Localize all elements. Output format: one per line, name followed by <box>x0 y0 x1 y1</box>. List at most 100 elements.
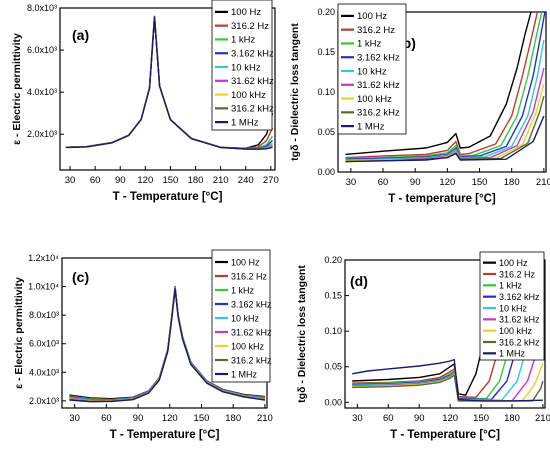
legend-label: 316.2 Hz <box>231 271 268 281</box>
legend-label: 316.2 Hz <box>357 25 395 36</box>
legend-label: 31.62 kHz <box>499 315 540 325</box>
x-tick-label: 60 <box>378 177 389 188</box>
y-tick-label: 0.00 <box>317 167 335 177</box>
x-axis-title: T - Temperature [°C] <box>110 429 220 441</box>
legend-label: 10 kHz <box>231 313 260 323</box>
x-tick-label: 180 <box>504 413 520 424</box>
legend-label: 10 kHz <box>231 62 261 73</box>
legend-label: 100 Hz <box>357 11 387 22</box>
x-tick-label: 30 <box>352 413 363 424</box>
series-line <box>345 115 545 163</box>
x-tick-label: 210 <box>535 413 550 424</box>
series-line <box>352 358 543 402</box>
x-tick-label: 270 <box>263 175 279 186</box>
panel-a: 30 60 90 120 150 180 210 240 270 2.0x10³ 4.0x10³ 6.… <box>11 0 279 203</box>
y-tick-label: 4.0x10³ <box>27 87 57 97</box>
x-tick-label: 120 <box>442 413 458 424</box>
legend-label: 316.2 kHz <box>499 337 540 347</box>
x-tick-label: 30 <box>346 177 357 188</box>
x-tick-label: 90 <box>414 413 425 424</box>
x-tick-label: 120 <box>439 177 455 188</box>
x-tick-label: 210 <box>536 177 550 188</box>
y-tick-label: 0.00 <box>324 397 342 407</box>
legend-label: 1 kHz <box>499 281 523 291</box>
legend-label: 316.2 kHz <box>231 355 272 365</box>
legend-label: 31.62 kHz <box>357 80 400 91</box>
legend-label: 3.162 kHz <box>357 53 400 64</box>
x-tick-label: 30 <box>69 413 80 424</box>
y-tick-label: 0.20 <box>317 7 335 17</box>
legend-label: 100 kHz <box>357 94 392 105</box>
y-tick-label: 0.20 <box>324 255 342 265</box>
x-tick-label: 210 <box>257 413 273 424</box>
x-tick-label: 150 <box>472 177 488 188</box>
legend-label: 100 Hz <box>499 258 528 268</box>
legend-label: 1 kHz <box>231 285 255 295</box>
x-tick-label: 180 <box>225 413 241 424</box>
y-tick-label: 0.10 <box>317 87 335 97</box>
legend-label: 100 Hz <box>231 257 260 267</box>
legend-label: 316.2 kHz <box>231 104 274 115</box>
y-tick-label: 6.0x10³ <box>27 45 57 55</box>
y-tick-label: 0.15 <box>324 291 342 301</box>
x-tick-label: 210 <box>213 175 229 186</box>
x-tick-label: 240 <box>238 175 254 186</box>
series-line <box>69 288 266 403</box>
y-axis-title: tgδ - Dielectric loss tangent <box>296 265 308 403</box>
y-tick-label: 0.05 <box>324 362 342 372</box>
legend-label: 316.2 kHz <box>357 108 400 119</box>
x-axis-title: T - temperature [°C] <box>388 193 496 205</box>
x-tick-label: 90 <box>133 413 144 424</box>
x-tick-label: 60 <box>383 413 394 424</box>
legend: 100 Hz 316.2 Hz 1 kHz 3.162 kHz 10 kHz 31.62 … <box>337 3 407 135</box>
x-tick-label: 60 <box>101 413 112 424</box>
legend-label: 10 kHz <box>357 66 387 77</box>
legend: 100 Hz 316.2 Hz 1 kHz 3.162 kHz 10 kHz 31.62 … <box>211 249 272 383</box>
series-group <box>345 12 546 163</box>
legend-label: 100 kHz <box>499 326 533 336</box>
series-line <box>345 12 543 160</box>
y-tick-label: 4.0x10³ <box>29 367 59 377</box>
y-tick-label: 1.2x10⁴ <box>28 253 59 263</box>
legend-label: 1 kHz <box>231 35 256 46</box>
y-tick-label: 0.05 <box>317 127 335 137</box>
legend-label: 100 kHz <box>231 341 265 351</box>
legend-label: 100 Hz <box>231 7 261 18</box>
panel-c: 30 60 90 120 150 180 210 2.0x10³ 4.0x10³ 6.0x10³ 8… <box>13 249 273 441</box>
series-line <box>345 12 532 156</box>
x-tick-label: 60 <box>90 175 101 186</box>
x-tick-label: 30 <box>65 175 76 186</box>
y-tick-label: 0.15 <box>317 47 335 57</box>
y-axis-title: tgδ - Dielectric loss tangent <box>289 23 301 161</box>
x-tick-label: 150 <box>194 413 210 424</box>
y-tick-label: 2.0x10³ <box>27 129 57 139</box>
x-tick-label: 120 <box>162 413 178 424</box>
x-axis-title: T - Temperature [°C] <box>113 191 223 203</box>
legend-label: 31.62 kHz <box>231 76 274 87</box>
panel-letter: (d) <box>350 273 368 289</box>
y-tick-label: 6.0x10³ <box>29 339 59 349</box>
x-tick-label: 120 <box>137 175 153 186</box>
x-tick-label: 90 <box>115 175 126 186</box>
y-tick-label: 8.0x10³ <box>29 310 59 320</box>
legend-label: 1 kHz <box>357 39 382 50</box>
y-tick-label: 0.10 <box>324 326 342 336</box>
legend-label: 31.62 kHz <box>231 327 272 337</box>
panel-d: 30 60 90 120 150 180 210 0.00 0.05 0.10 0.15 0.20 T … <box>296 251 550 441</box>
series-group <box>69 285 266 403</box>
legend-label: 3.162 kHz <box>499 292 540 302</box>
legend-label: 316.2 Hz <box>231 21 269 32</box>
legend-label: 10 kHz <box>499 303 528 313</box>
series-line <box>345 12 546 160</box>
x-tick-label: 180 <box>188 175 204 186</box>
panel-letter: (a) <box>72 27 89 43</box>
x-tick-label: 180 <box>504 177 520 188</box>
x-tick-label: 90 <box>410 177 421 188</box>
legend-label: 100 kHz <box>231 90 266 101</box>
y-tick-label: 2.0x10³ <box>29 396 59 406</box>
legend-label: 3.162 kHz <box>231 299 272 309</box>
series-group <box>65 15 274 150</box>
